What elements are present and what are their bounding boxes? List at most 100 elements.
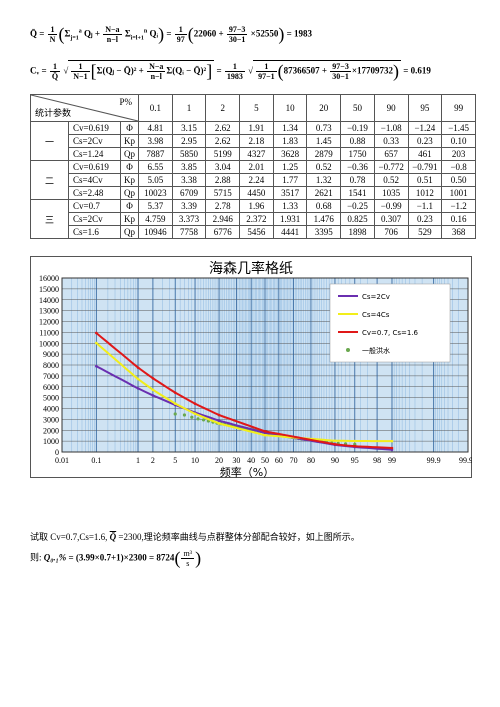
- legend-label: Cs=2Cv: [362, 293, 390, 301]
- value-cell: 657: [373, 147, 409, 161]
- group-label: 三: [30, 199, 69, 239]
- series-point: [193, 402, 197, 406]
- symbol-cell: Kp: [119, 134, 140, 148]
- mean-result: 1983: [293, 28, 312, 39]
- series-point: [333, 443, 337, 446]
- group-label: 二: [30, 160, 69, 200]
- prob-header: 50: [340, 94, 375, 122]
- value-cell: 0.51: [407, 173, 443, 187]
- scatter-point: [182, 413, 187, 417]
- value-cell: 1035: [373, 186, 409, 200]
- y-tick-label: 10000: [39, 339, 59, 348]
- chart-title: 海森几率格纸: [209, 260, 293, 277]
- param-cell: Cv=0.7: [68, 199, 121, 213]
- value-cell: −0.791: [407, 160, 443, 174]
- x-tick-label: 98: [373, 456, 381, 465]
- prob-header: 1: [171, 94, 207, 122]
- y-tick-label: 11000: [39, 328, 59, 337]
- x-tick-label: 30: [232, 456, 240, 465]
- value-cell: 1.77: [272, 173, 308, 187]
- value-cell: 4450: [239, 186, 274, 200]
- series-point: [390, 446, 394, 450]
- value-cell: 706: [373, 225, 409, 239]
- prob-header: 5: [239, 94, 274, 122]
- mean-symbol: Q̄: [30, 28, 38, 39]
- table-row: 二 Cv=0.619 Φ 6.55 3.85 3.04 2.01 1.25 0.52 −0.36−…: [30, 160, 476, 200]
- value-cell: 10946: [138, 225, 173, 239]
- value-cell: 3395: [306, 225, 342, 239]
- scatter-point: [190, 415, 194, 419]
- table-row: Cs=4Cv Kp 5.05 3.38 2.88 2.24 1.77 1.32 0.78 0.52…: [31, 173, 476, 187]
- y-tick-label: 1000: [43, 437, 59, 446]
- prob-header: 10: [272, 94, 308, 122]
- value-cell: 368: [441, 225, 476, 239]
- value-cell: 6709: [171, 186, 207, 200]
- frequency-table: P% 统计参数 0.1 1 2 5 10 20 50 90 95 99 一 Cv=0.619 Φ 4.81 3.…: [29, 94, 476, 239]
- value-cell: 3.98: [138, 134, 173, 148]
- param-cell: Cs=2Cv: [68, 134, 121, 148]
- value-cell: 0.23: [407, 134, 443, 148]
- symbol-cell: Kp: [119, 212, 140, 226]
- value-cell: 4.759: [138, 212, 173, 226]
- x-tick-label: 99.99: [459, 456, 472, 465]
- param-cell: Cs=2Cv: [68, 212, 121, 226]
- value-cell: −1.1: [407, 199, 443, 213]
- value-cell: 2879: [306, 147, 342, 161]
- x-tick-label: 0.01: [55, 456, 69, 465]
- value-cell: −0.36: [340, 160, 375, 174]
- prob-header: 2: [205, 94, 241, 122]
- table-row: Cs=2Cv Kp 4.759 3.373 2.946 2.372 1.931 1.476 0.…: [31, 212, 476, 226]
- symbol-cell: Kp: [119, 173, 140, 187]
- series-point: [263, 430, 267, 433]
- y-tick-label: 7000: [43, 372, 59, 381]
- value-cell: 5.05: [138, 173, 173, 187]
- param-cell: Cv=0.619: [68, 121, 121, 135]
- chart-svg: 0100020003000400050006000700080009000100…: [30, 256, 477, 479]
- series-point: [353, 439, 357, 443]
- series-point: [151, 394, 155, 397]
- prob-header: 99: [441, 94, 476, 122]
- series-point: [151, 377, 155, 380]
- series-line: [95, 342, 392, 443]
- plot-border: [61, 277, 469, 453]
- value-cell: 3.15: [171, 121, 207, 135]
- value-cell: 7887: [138, 147, 173, 161]
- x-tick-label: 60: [275, 456, 283, 465]
- value-cell: 2.95: [171, 134, 207, 148]
- y-tick-label: 16000: [39, 274, 59, 283]
- series-point: [353, 444, 357, 448]
- legend-label: Cv=0.7, Cs=1.6: [362, 329, 419, 337]
- value-cell: 2.78: [205, 199, 241, 213]
- param-cell: Cs=4Cv: [68, 173, 121, 187]
- value-cell: 3.38: [171, 173, 207, 187]
- symbol-cell: Qp: [119, 147, 140, 161]
- value-cell: 2.372: [239, 212, 274, 226]
- value-cell: −0.19: [340, 121, 375, 135]
- cv-symbol: Cᵥ: [30, 65, 40, 76]
- param-cell: Cs=1.24: [68, 147, 121, 161]
- param-cell: Cs=2.48: [68, 186, 121, 200]
- value-cell: 2.18: [239, 134, 274, 148]
- x-tick-label: 2: [151, 456, 155, 465]
- scatter-point: [196, 417, 200, 421]
- value-cell: 0.23: [407, 212, 443, 226]
- x-tick-label: 99.9: [427, 456, 441, 465]
- value-cell: 3.39: [171, 199, 207, 213]
- y-tick-label: 6000: [43, 383, 59, 392]
- value-cell: −1.2: [441, 199, 476, 213]
- symbol-cell: Φ: [119, 199, 140, 213]
- series-point: [136, 377, 140, 381]
- value-cell: 3.373: [171, 212, 207, 226]
- series-point: [390, 448, 394, 452]
- y-tick-label: 9000: [43, 350, 59, 359]
- value-cell: 5.37: [138, 199, 173, 213]
- value-cell: 6776: [205, 225, 241, 239]
- value-cell: 2.01: [239, 160, 274, 174]
- value-cell: −1.08: [373, 121, 409, 135]
- value-cell: 2.946: [205, 212, 241, 226]
- value-cell: 1541: [340, 186, 375, 200]
- value-cell: 0.10: [441, 134, 476, 148]
- value-cell: 5199: [205, 147, 241, 161]
- y-tick-label: 12000: [39, 318, 59, 327]
- value-cell: −0.25: [340, 199, 375, 213]
